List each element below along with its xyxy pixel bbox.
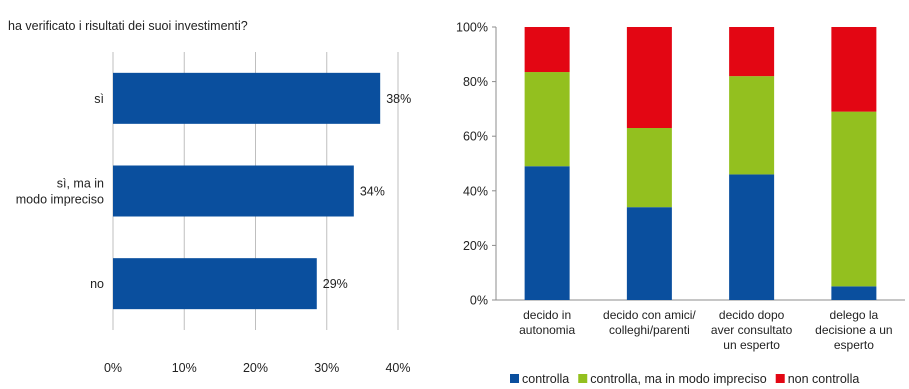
bar-segment: [831, 286, 877, 300]
data-label: 34%: [360, 185, 385, 199]
category-label: sì: [94, 92, 104, 106]
legend: controlla controlla, ma in modo impreciso…: [510, 372, 859, 386]
right-bars: [524, 27, 877, 300]
right-y-tick-labels: 0% 20% 40% 60% 80% 100%: [456, 21, 488, 308]
x-tick-label: 20%: [243, 361, 268, 375]
category-label: esperto: [834, 338, 874, 352]
legend-swatch: [510, 374, 519, 383]
bar-segment: [524, 166, 570, 300]
bar-segment: [729, 76, 775, 175]
bar-segment: [729, 27, 775, 77]
y-tick-label: 0%: [470, 294, 488, 308]
bar-segment: [626, 207, 672, 300]
left-x-tick-labels: 0% 10% 20% 30% 40%: [104, 361, 411, 375]
y-tick-label: 20%: [463, 239, 488, 253]
bar: [113, 258, 317, 310]
category-label: aver consultato: [711, 323, 793, 337]
category-label: decisione a un: [815, 323, 892, 337]
x-tick-label: 40%: [385, 361, 410, 375]
bar-segment: [626, 128, 672, 208]
category-label: decido con amici/: [603, 308, 696, 322]
legend-label: controlla, ma in modo impreciso: [590, 372, 767, 386]
x-tick-label: 10%: [172, 361, 197, 375]
bar-segment: [729, 174, 775, 300]
category-label: delego la: [830, 308, 879, 322]
left-chart-title: ha verificato i risultati dei suoi inves…: [8, 19, 248, 33]
category-label: sì, ma in: [57, 177, 104, 191]
data-label: 29%: [323, 277, 348, 291]
legend-swatch: [775, 374, 785, 383]
category-label: decido in: [523, 308, 571, 322]
legend-swatch: [578, 374, 588, 383]
category-label: un esperto: [723, 338, 780, 352]
category-label: decido dopo: [719, 308, 785, 322]
left-category-labels: sì sì, ma in modo impreciso no: [16, 92, 104, 291]
left-bars: [113, 72, 381, 310]
bar: [113, 165, 354, 217]
legend-label: controlla: [522, 372, 569, 386]
category-label: modo impreciso: [16, 193, 104, 207]
bar-segment: [524, 72, 570, 167]
y-tick-label: 80%: [463, 75, 488, 89]
left-value-labels: 38% 34% 29%: [323, 92, 411, 291]
category-label: colleghi/parenti: [609, 323, 690, 337]
y-tick-label: 100%: [456, 21, 488, 35]
category-label: no: [90, 277, 104, 291]
y-tick-label: 40%: [463, 184, 488, 198]
bar-segment: [524, 27, 570, 73]
category-label: autonomia: [519, 323, 575, 337]
right-chart: 0%20%40%60%80%100% decido inautonomiadec…: [456, 21, 905, 386]
x-tick-label: 30%: [314, 361, 339, 375]
legend-label: non controlla: [788, 372, 860, 386]
left-chart: ha verificato i risultati dei suoi inves…: [8, 19, 411, 375]
bar-segment: [831, 111, 877, 287]
y-tick-label: 60%: [463, 130, 488, 144]
bar-segment: [626, 27, 672, 129]
x-tick-label: 0%: [104, 361, 122, 375]
data-label: 38%: [386, 92, 411, 106]
bar: [113, 72, 381, 124]
bar-segment: [831, 27, 877, 112]
